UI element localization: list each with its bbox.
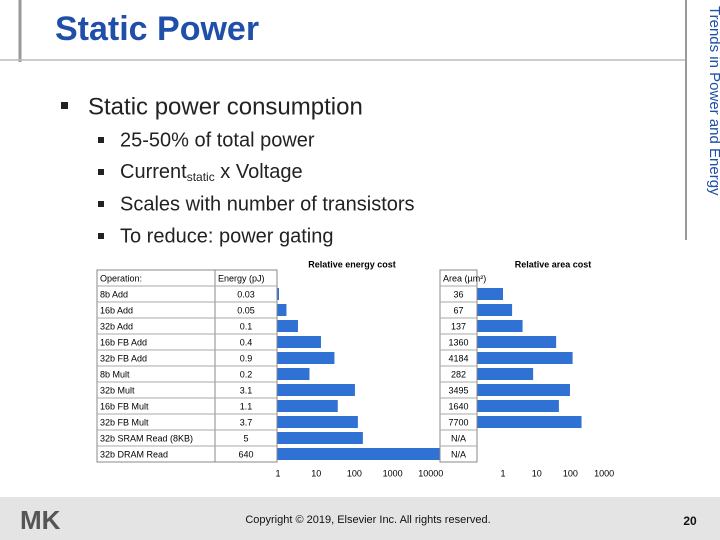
area-bar [477,288,503,300]
footer-band [0,497,720,540]
bullet-marker [98,201,104,207]
cell: 0.9 [240,353,253,363]
area-bar [477,400,559,412]
area-bar [477,384,570,396]
energy-bar [277,432,363,444]
energy-bar [277,448,440,460]
cell: 16b Add [100,305,133,315]
cell: 1640 [448,401,468,411]
area-bar [477,320,523,332]
cell: 32b DRAM Read [100,449,168,459]
header-cell: Energy (pJ) [218,273,265,283]
sub-bullet-text: x Voltage [215,161,303,183]
energy-bar [277,304,287,316]
cell: 3.1 [240,385,253,395]
cell: 0.2 [240,369,253,379]
tick-label: 10 [532,468,542,478]
area-bar [477,336,557,348]
cell: 640 [238,449,253,459]
cell: 1360 [448,337,468,347]
title: Static Power [55,10,259,48]
page-number: 20 [683,514,697,528]
bullet-marker [98,137,104,143]
area-bar [477,416,582,428]
sub-bullet: 25-50% of total power [120,129,315,151]
cell: 5 [243,433,248,443]
tick-label: 1000 [383,468,403,478]
energy-bar [277,336,321,348]
cell: 4184 [448,353,468,363]
cell: 8b Add [100,289,128,299]
cell: 1.1 [240,401,253,411]
energy-bar [277,416,358,428]
area-bar [477,352,573,364]
cell: 0.03 [237,289,255,299]
axis-title: Relative energy cost [308,259,396,269]
bullet-marker [98,169,104,175]
bullet-marker [98,233,104,239]
tick-label: 100 [347,468,362,478]
tick-label: 10 [311,468,321,478]
cell: 32b FB Add [100,353,147,363]
sub-bullet: To reduce: power gating [120,225,333,247]
energy-bar [277,384,355,396]
area-bar [477,368,534,380]
sub-bullet: Scales with number of transistors [120,193,415,215]
cell: 16b FB Add [100,337,147,347]
cell: N/A [451,449,466,459]
energy-bars [277,288,440,460]
tick-label: 1 [500,468,505,478]
energy-bar [277,400,338,412]
footer: Copyright © 2019, Elsevier Inc. All righ… [245,514,490,526]
logo: MK [20,505,61,535]
axis-title: Relative area cost [515,259,592,269]
bullet-marker [61,102,68,109]
cell: 32b Mult [100,385,135,395]
cell: 67 [453,305,463,315]
bullet: Static power consumption [88,93,363,120]
subscript: static [187,170,215,184]
sub-bullet-text: Current [120,161,187,183]
energy-bar [277,288,279,300]
cell: 16b FB Mult [100,401,149,411]
tick-label: 10000 [418,468,443,478]
header-cell: Operation: [100,273,142,283]
side-title: Trends in Power and Energy [706,6,720,196]
cost-table: Operation: Energy (pJ) Area (µm²) Relative … [96,259,614,478]
energy-bar [277,352,335,364]
cell: 7700 [448,417,468,427]
energy-bar [277,320,298,332]
cell: 137 [451,321,466,331]
cell: 0.4 [240,337,253,347]
tick-label: 1000 [594,468,614,478]
area-bar [477,304,513,316]
cell: 0.05 [237,305,255,315]
cell: 0.1 [240,321,253,331]
energy-bar [277,368,310,380]
cell: 282 [451,369,466,379]
cell: 8b Mult [100,369,130,379]
cell: N/A [451,433,466,443]
cell: 3495 [448,385,468,395]
cell: 3.7 [240,417,253,427]
sub-bullet: Currentstatic x Voltage [120,161,303,184]
header-cell: Area (µm²) [443,273,486,283]
cell: 32b FB Mult [100,417,149,427]
cell: 36 [453,289,463,299]
cell: 32b Add [100,321,133,331]
tick-label: 100 [563,468,578,478]
tick-label: 1 [275,468,280,478]
cell: 32b SRAM Read (8KB) [100,433,193,443]
